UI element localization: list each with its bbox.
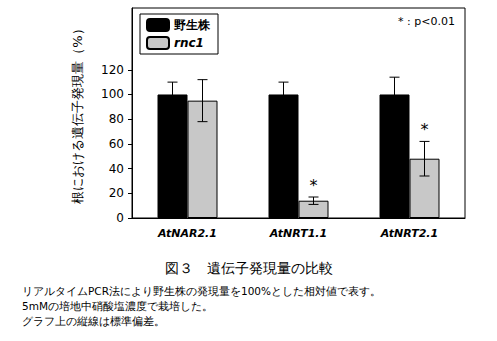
svg-text:80: 80 [109, 112, 124, 126]
svg-text:AtNRT1.1: AtNRT1.1 [269, 227, 327, 240]
svg-text:AtNRT2.1: AtNRT2.1 [380, 227, 438, 240]
svg-text:野生株: 野生株 [174, 18, 211, 32]
svg-text:*: * [310, 176, 318, 195]
svg-text:60: 60 [109, 137, 124, 151]
svg-text:100: 100 [101, 87, 124, 101]
svg-text:20: 20 [109, 186, 124, 200]
svg-text:40: 40 [109, 162, 124, 176]
svg-text:rnc1: rnc1 [174, 36, 204, 50]
html-text:グラフ上の縦線は標準偏差。: グラフ上の縦線は標準偏差。 [22, 315, 165, 327]
html-text:リアルタイムPCR法により野生株の発現量を100%とした相対: リアルタイムPCR法により野生株の発現量を100%とした相対値で表す。 [22, 285, 381, 297]
svg-text:* : p<0.01: * : p<0.01 [398, 15, 455, 28]
svg-text:120: 120 [101, 63, 124, 77]
html-text:5mMの培地中硝酸塩濃度で栽培した。: 5mMの培地中硝酸塩濃度で栽培した。 [22, 300, 213, 312]
html-text:図３ 遺伝子発現量の比較: 図３ 遺伝子発現量の比較 [164, 260, 333, 276]
svg-text:AtNAR2.1: AtNAR2.1 [157, 227, 217, 240]
svg-text:根における遺伝子発現量（%）: 根における遺伝子発現量（%） [70, 22, 85, 203]
svg-text:*: * [421, 120, 429, 139]
svg-text:0: 0 [116, 211, 124, 225]
